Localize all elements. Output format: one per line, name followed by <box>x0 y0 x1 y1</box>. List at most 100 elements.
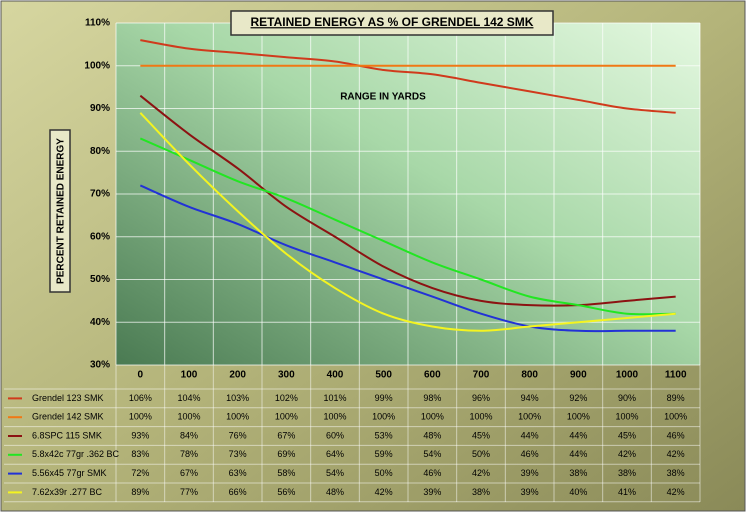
table-cell: 50% <box>375 468 393 478</box>
y-label-box <box>49 129 71 293</box>
table-cell: 53% <box>375 430 393 440</box>
y-tick-label: 100% <box>84 60 110 71</box>
table-cell: 92% <box>569 393 587 403</box>
table-cell: 89% <box>667 393 685 403</box>
table-cell: 59% <box>375 449 393 459</box>
table-cell: 100% <box>469 412 492 422</box>
table-cell: 84% <box>180 430 198 440</box>
y-tick-label: 90% <box>90 103 110 114</box>
x-tick-label: 200 <box>229 370 246 381</box>
table-cell: 100% <box>372 412 395 422</box>
table-cell: 103% <box>226 393 249 403</box>
table-cell: 100% <box>275 412 298 422</box>
table-cell: 39% <box>423 487 441 497</box>
table-cell: 72% <box>131 468 149 478</box>
table-cell: 69% <box>277 449 295 459</box>
x-tick-label: 100 <box>181 370 198 381</box>
table-cell: 106% <box>129 393 152 403</box>
table-cell: 93% <box>131 430 149 440</box>
table-cell: 63% <box>229 468 247 478</box>
y-tick-label: 50% <box>90 274 110 285</box>
table-cell: 60% <box>326 430 344 440</box>
table-cell: 38% <box>667 468 685 478</box>
table-cell: 38% <box>618 468 636 478</box>
table-cell: 42% <box>667 449 685 459</box>
x-tick-label: 600 <box>424 370 441 381</box>
table-cell: 44% <box>569 430 587 440</box>
series-line <box>139 184 676 333</box>
table-cell: 54% <box>326 468 344 478</box>
table-cell: 54% <box>423 449 441 459</box>
annotation: RANGE IN YARDS <box>340 92 426 103</box>
table-cell: 58% <box>277 468 295 478</box>
table-cell: 100% <box>177 412 200 422</box>
x-tick-label: 400 <box>327 370 344 381</box>
y-tick-label: 80% <box>90 146 110 157</box>
table-cell: 42% <box>618 449 636 459</box>
y-tick-label: 70% <box>90 189 110 200</box>
table-cell: 39% <box>521 487 539 497</box>
series-line <box>139 112 676 332</box>
chart-title: RETAINED ENERGY AS % OF GRENDEL 142 SMK <box>251 15 534 29</box>
y-tick-label: 60% <box>90 231 110 242</box>
table-cell: 46% <box>667 430 685 440</box>
table-cell: 94% <box>521 393 539 403</box>
lines <box>139 39 676 333</box>
table-cell: 100% <box>664 412 687 422</box>
title-box <box>230 10 554 36</box>
x-tick-label: 0 <box>138 370 144 381</box>
table-cell: 41% <box>618 487 636 497</box>
legend-label: 6.8SPC 115 SMK <box>32 430 102 440</box>
table-cell: 100% <box>567 412 590 422</box>
data-table: 0 100 200 300 400 500 600 700 800 900 1000 1100 Gren… <box>4 365 701 503</box>
table-cell: 100% <box>226 412 249 422</box>
table-cell: 40% <box>569 487 587 497</box>
table-cell: 100% <box>518 412 541 422</box>
legend-label: 5.56x45 77gr SMK <box>32 468 107 478</box>
table-cell: 50% <box>472 449 490 459</box>
table-cell: 64% <box>326 449 344 459</box>
table-cell: 66% <box>229 487 247 497</box>
table-cell: 44% <box>521 430 539 440</box>
legend-label: Grendel 123 SMK <box>32 393 104 403</box>
table-cell: 67% <box>277 430 295 440</box>
table-cell: 101% <box>323 393 346 403</box>
x-tick-label: 700 <box>473 370 490 381</box>
x-tick-label: 500 <box>375 370 392 381</box>
legend-label: Grendel 142 SMK <box>32 412 104 422</box>
table-cell: 56% <box>277 487 295 497</box>
table-cell: 42% <box>375 487 393 497</box>
table-cell: 67% <box>180 468 198 478</box>
table-cell: 38% <box>569 468 587 478</box>
y-tick-label: 110% <box>85 18 110 29</box>
table-cell: 102% <box>275 393 298 403</box>
y-tick-label: 30% <box>90 360 110 371</box>
table-cell: 100% <box>421 412 444 422</box>
table-cell: 89% <box>131 487 149 497</box>
legend-label: 7.62x39r .277 BC <box>32 487 103 497</box>
table-cell: 77% <box>180 487 198 497</box>
series-line <box>139 137 676 316</box>
table-cell: 46% <box>521 449 539 459</box>
table-cell: 45% <box>472 430 490 440</box>
table-cell: 98% <box>423 393 441 403</box>
table-cell: 100% <box>323 412 346 422</box>
table-cell: 48% <box>423 430 441 440</box>
table-cell: 76% <box>229 430 247 440</box>
table-cell: 100% <box>615 412 638 422</box>
y-axis-title: PERCENT RETAINED ENERGY <box>56 138 67 284</box>
table-cell: 42% <box>667 487 685 497</box>
table-cell: 39% <box>521 468 539 478</box>
table-cell: 90% <box>618 393 636 403</box>
table-cell: 83% <box>131 449 149 459</box>
table-cell: 78% <box>180 449 198 459</box>
table-cell: 100% <box>129 412 152 422</box>
table-cell: 104% <box>177 393 200 403</box>
x-tick-label: 300 <box>278 370 295 381</box>
table-cell: 48% <box>326 487 344 497</box>
table-cell: 38% <box>472 487 490 497</box>
x-tick-label: 900 <box>570 370 587 381</box>
table-cell: 73% <box>229 449 247 459</box>
legend-label: 5.8x42c 77gr .362 BC <box>32 449 120 459</box>
